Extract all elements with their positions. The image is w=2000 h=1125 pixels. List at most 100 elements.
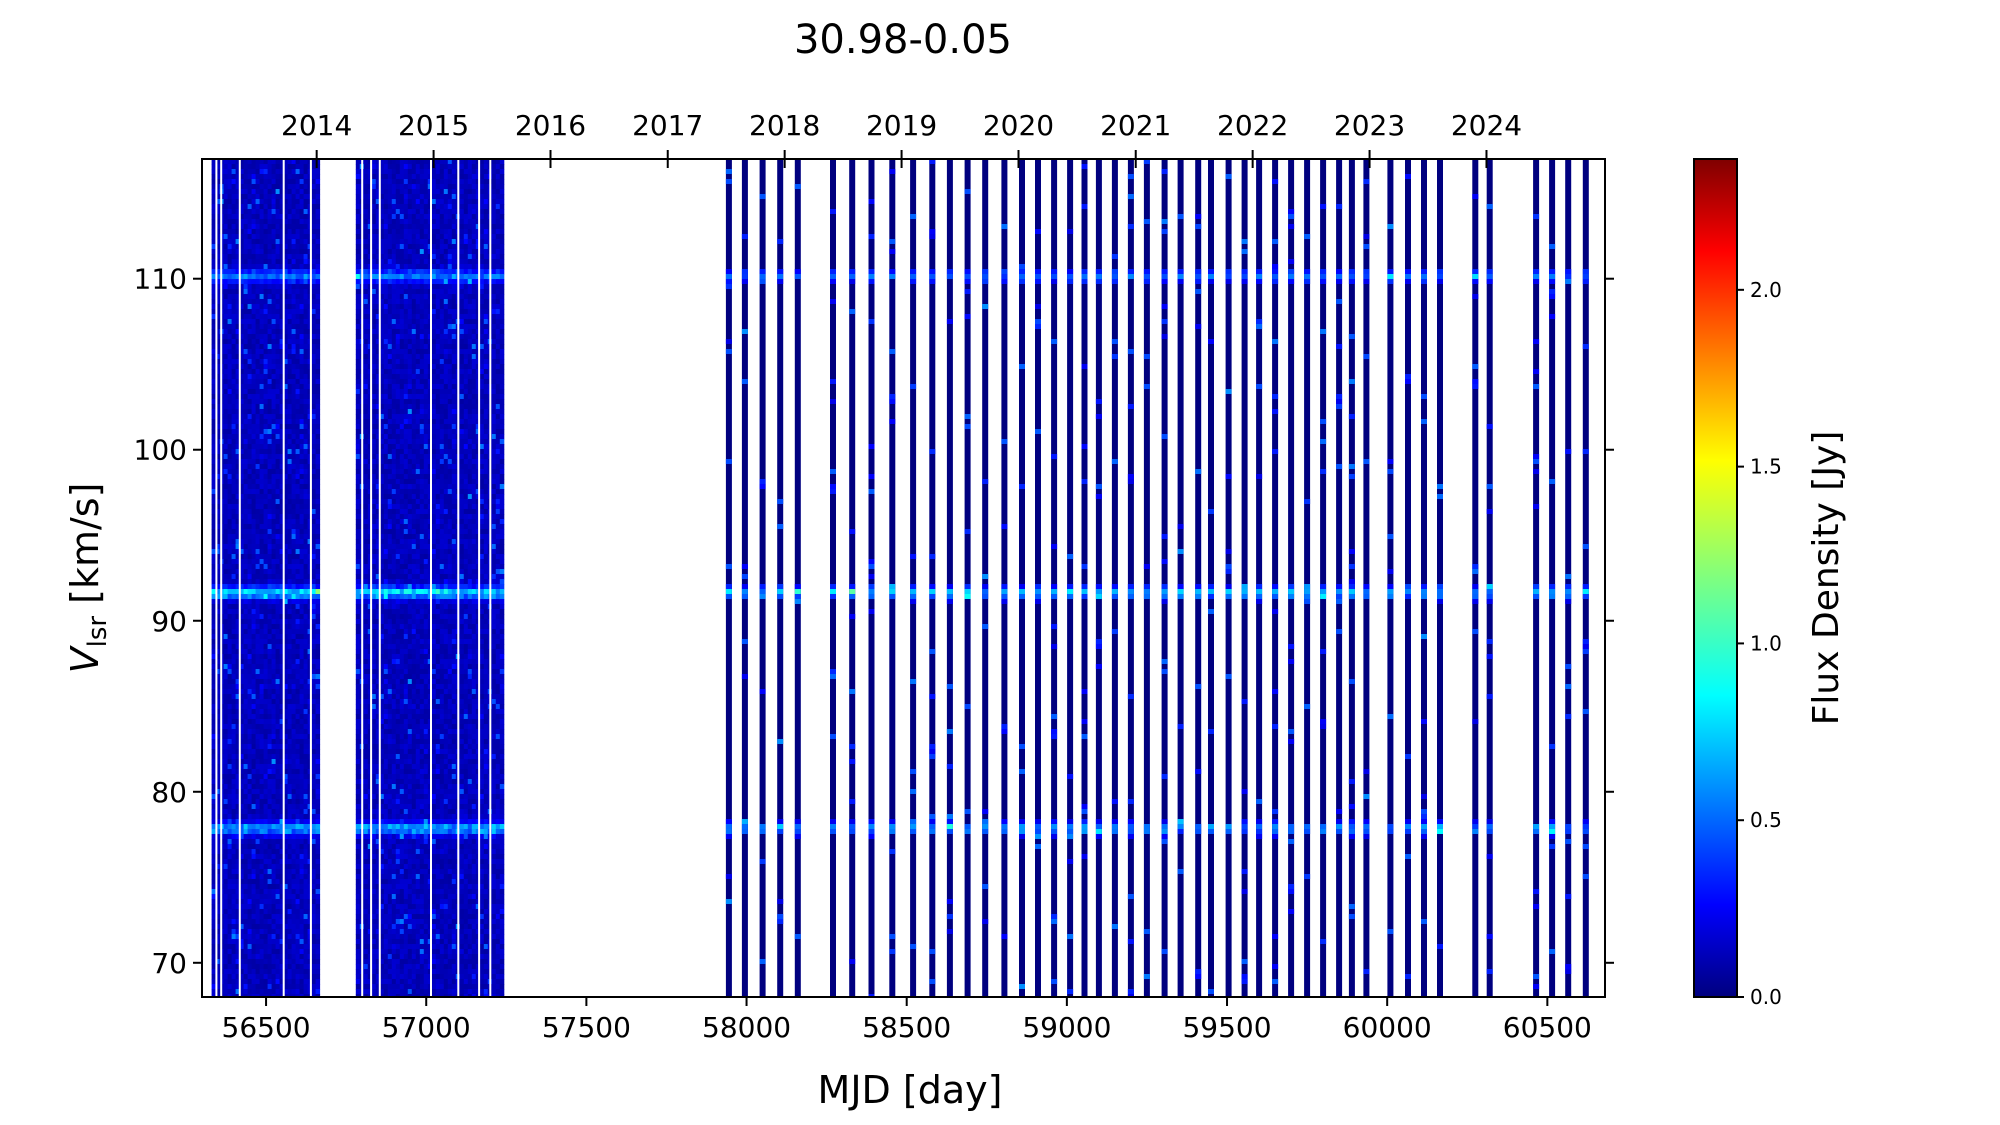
flux-cell [299, 374, 305, 380]
flux-cell [275, 169, 281, 175]
flux-cell [239, 709, 245, 715]
flux-cell [303, 694, 309, 700]
flux-cell [311, 534, 317, 540]
flux-cell [215, 269, 221, 275]
flux-cell [271, 824, 277, 830]
flux-cell [243, 304, 249, 310]
flux-cell [259, 674, 265, 680]
flux-cell [243, 164, 249, 170]
flux-cell [247, 419, 253, 425]
flux-cell [299, 574, 305, 580]
flux-cell [311, 444, 317, 450]
flux-cell [303, 389, 309, 395]
flux-cell [315, 439, 321, 445]
flux-cell [267, 899, 273, 905]
flux-cell [215, 969, 221, 975]
flux-cell [287, 489, 293, 495]
flux-cell [267, 794, 273, 800]
flux-cell [271, 399, 277, 405]
flux-cell [279, 424, 285, 430]
flux-cell [215, 774, 221, 780]
flux-cell [263, 764, 269, 770]
flux-cell [283, 329, 289, 335]
flux-cell [259, 424, 265, 430]
flux-cell [251, 659, 257, 665]
flux-cell [255, 734, 261, 740]
flux-cell [279, 954, 285, 960]
flux-cell [271, 809, 277, 815]
flux-cell [259, 784, 265, 790]
flux-cell [287, 234, 293, 240]
flux-cell [263, 594, 269, 600]
flux-cell [303, 319, 309, 325]
flux-cell [295, 489, 301, 495]
flux-cell [311, 784, 317, 790]
flux-cell [235, 229, 241, 235]
flux-cell [303, 489, 309, 495]
flux-cell [295, 819, 301, 825]
flux-cell [315, 349, 321, 355]
flux-cell [275, 524, 281, 530]
flux-cell [271, 909, 277, 915]
flux-cell [255, 649, 261, 655]
flux-cell [299, 614, 305, 620]
flux-cell [235, 664, 241, 670]
flux-cell [303, 549, 309, 555]
flux-cell [275, 699, 281, 705]
flux-cell [295, 659, 301, 665]
flux-cell [315, 854, 321, 860]
flux-cell [243, 329, 249, 335]
flux-cell [299, 984, 305, 990]
flux-cell [271, 524, 277, 530]
flux-cell [251, 279, 257, 285]
flux-cell [355, 669, 361, 675]
flux-cell [227, 654, 233, 660]
flux-cell [279, 169, 285, 175]
flux-cell [227, 294, 233, 300]
flux-cell [283, 284, 289, 290]
flux-cell [255, 794, 261, 800]
flux-cell [267, 619, 273, 625]
flux-cell [299, 869, 305, 875]
flux-cell [283, 434, 289, 440]
flux-cell [235, 249, 241, 255]
flux-cell [279, 224, 285, 230]
flux-cell [355, 834, 361, 840]
flux-cell [259, 259, 265, 265]
flux-cell [255, 409, 261, 415]
flux-cell [235, 779, 241, 785]
flux-cell [291, 919, 297, 925]
flux-cell [231, 229, 237, 235]
flux-cell [247, 439, 253, 445]
flux-cell [263, 689, 269, 695]
flux-cell [315, 234, 321, 240]
flux-cell [291, 684, 297, 690]
flux-cell [223, 394, 229, 400]
flux-cell [311, 949, 317, 955]
flux-cell [299, 379, 305, 385]
flux-cell [211, 649, 217, 655]
flux-cell [311, 934, 317, 940]
flux-cell [211, 559, 217, 565]
flux-cell [303, 559, 309, 565]
flux-cell [299, 849, 305, 855]
flux-cell [263, 539, 269, 545]
flux-cell [355, 804, 361, 810]
flux-cell [227, 209, 233, 215]
flux-cell [363, 424, 369, 430]
flux-cell [299, 714, 305, 720]
flux-cell [291, 459, 297, 465]
flux-cell [267, 649, 273, 655]
flux-cell [243, 374, 249, 380]
flux-cell [239, 389, 245, 395]
flux-cell [279, 379, 285, 385]
flux-cell [295, 329, 301, 335]
flux-cell [299, 694, 305, 700]
flux-cell [251, 224, 257, 230]
flux-cell [355, 239, 361, 245]
flux-cell [299, 359, 305, 365]
flux-cell [291, 349, 297, 355]
flux-cell [235, 404, 241, 410]
flux-cell [275, 309, 281, 315]
flux-cell [247, 639, 253, 645]
